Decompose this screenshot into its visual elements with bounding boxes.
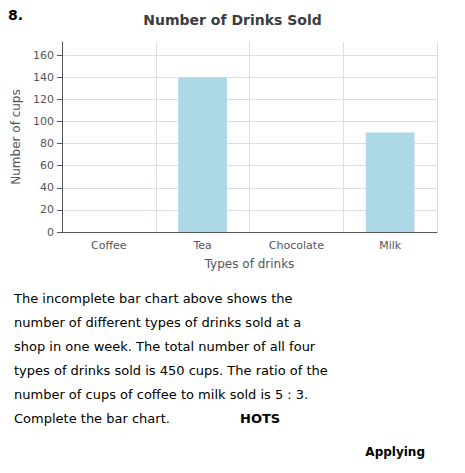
svg-text:Chocolate: Chocolate xyxy=(269,239,324,252)
svg-text:types of drinks sold is 450 cu: types of drinks sold is 450 cups. The ra… xyxy=(14,363,328,378)
svg-text:Tea: Tea xyxy=(192,239,211,252)
svg-text:8.: 8. xyxy=(8,7,23,23)
svg-text:60: 60 xyxy=(40,159,54,172)
svg-text:140: 140 xyxy=(33,71,54,84)
svg-text:The incomplete bar chart above: The incomplete bar chart above shows the xyxy=(13,291,292,306)
svg-text:Complete the bar chart.: Complete the bar chart. xyxy=(14,411,170,426)
svg-text:Milk: Milk xyxy=(379,239,402,252)
svg-text:Coffee: Coffee xyxy=(91,239,127,252)
svg-text:120: 120 xyxy=(33,93,54,106)
svg-text:shop in one week. The total nu: shop in one week. The total number of al… xyxy=(14,339,316,354)
svg-text:Types of drinks: Types of drinks xyxy=(204,257,295,271)
svg-text:20: 20 xyxy=(40,203,54,216)
svg-text:0: 0 xyxy=(47,226,54,239)
svg-text:160: 160 xyxy=(33,49,54,62)
svg-text:80: 80 xyxy=(40,137,54,150)
svg-text:Applying: Applying xyxy=(365,445,425,459)
svg-text:HOTS: HOTS xyxy=(240,411,280,426)
svg-text:Number of cups: Number of cups xyxy=(9,89,23,184)
svg-text:100: 100 xyxy=(33,115,54,128)
svg-text:Number of Drinks Sold: Number of Drinks Sold xyxy=(143,12,321,28)
svg-text:number of cups of coffee to mi: number of cups of coffee to milk sold is… xyxy=(14,387,308,402)
svg-text:40: 40 xyxy=(40,181,54,194)
svg-text:number of different types of d: number of different types of drinks sold… xyxy=(14,315,301,330)
